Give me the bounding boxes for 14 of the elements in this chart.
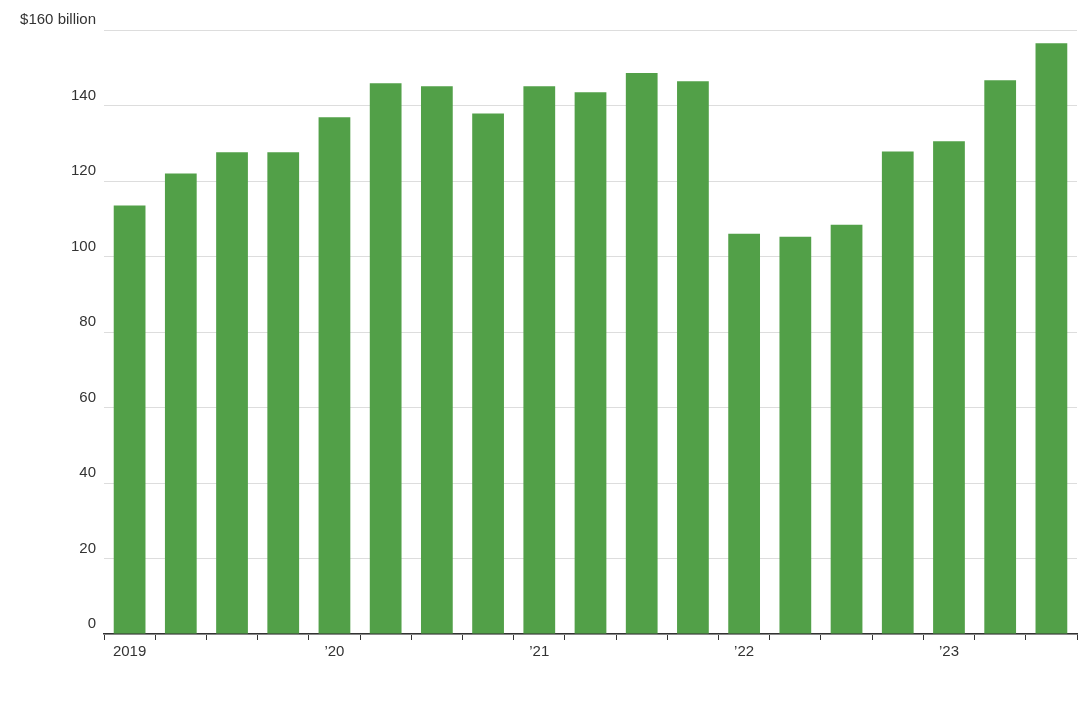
y-tick-label: 100: [70, 236, 96, 254]
y-tick-label: 120: [70, 161, 96, 179]
y-tick-label: 60: [79, 387, 96, 405]
x-tick-label: 2019: [112, 642, 147, 660]
y-tick-label: $160 billion: [20, 10, 96, 28]
y-tick-label: 0: [87, 614, 96, 632]
y-tick-label: 140: [70, 85, 96, 103]
x-tick-label: ’23: [938, 642, 959, 660]
y-tick-label: 20: [79, 538, 96, 556]
y-tick-label: 40: [79, 463, 96, 481]
x-tick-label: ’21: [529, 642, 550, 660]
y-tick-label: 80: [79, 312, 96, 330]
x-tick-label: ’20: [324, 642, 345, 660]
x-tick-label: ’22: [734, 642, 755, 660]
